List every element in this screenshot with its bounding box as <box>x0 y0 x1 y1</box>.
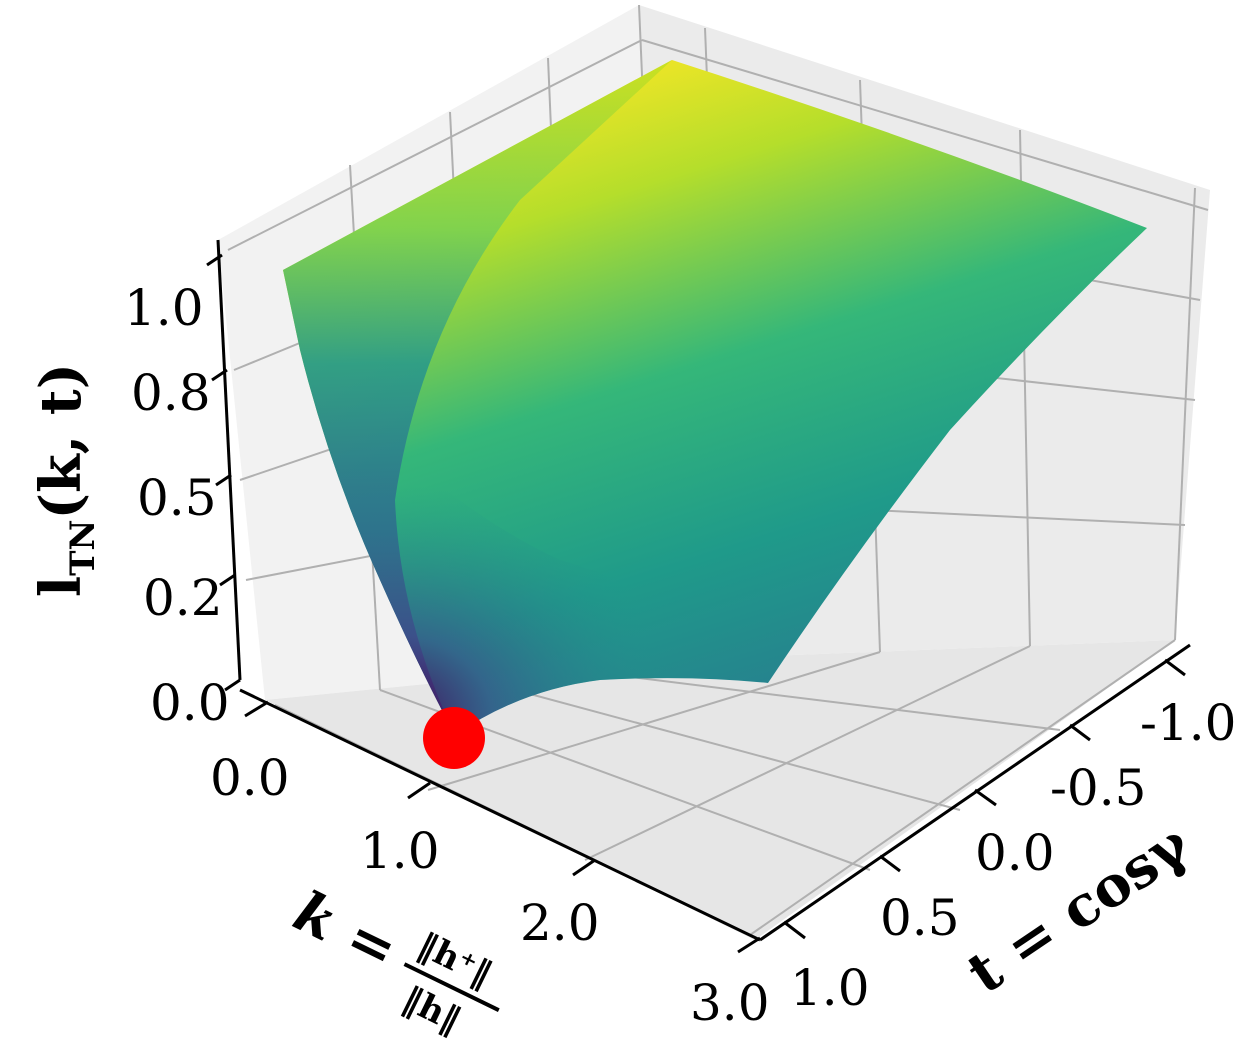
x-axis-line <box>239 688 761 942</box>
z-tick-2: 0.5 <box>137 469 217 527</box>
y-tick-0: -1.0 <box>1140 694 1236 752</box>
surface-valley <box>300 350 768 735</box>
z-tick-labels: 0.0 0.2 0.5 0.8 1.0 <box>124 279 230 732</box>
x-axis-label: k = ‖h⁺‖ ‖h‖ <box>284 878 500 1040</box>
minimum-marker <box>423 707 485 769</box>
y-tick-2: 0.0 <box>975 824 1055 882</box>
x-label-fraction-bar <box>403 962 500 1012</box>
z-tick-0: 0.0 <box>150 674 230 732</box>
z-axis-label: lTN(k, t) <box>28 363 103 597</box>
x-label-lhs: k = <box>284 878 408 983</box>
surface <box>283 60 1147 735</box>
y-tick-1: -0.5 <box>1050 759 1146 817</box>
x-tick-0: 0.0 <box>210 749 290 807</box>
z-tick-1: 0.2 <box>143 569 223 627</box>
x-tick-1: 1.0 <box>360 822 440 880</box>
tick-marks <box>206 253 1186 954</box>
y-tick-4: 1.0 <box>790 959 870 1017</box>
axis-lines <box>216 239 1191 942</box>
z-tick-3: 0.8 <box>131 364 211 422</box>
y-axis-line <box>759 643 1191 942</box>
z-tick-4: 1.0 <box>124 279 204 337</box>
y-tick-3: 0.5 <box>880 889 960 947</box>
z-label-sub: TN <box>63 519 103 575</box>
y-tick-labels: -1.0 -0.5 0.0 0.5 1.0 <box>790 694 1236 1017</box>
z-label-args: (k, t) <box>28 363 94 520</box>
z-axis-line <box>216 239 242 681</box>
x-tick-2: 2.0 <box>520 894 600 952</box>
z-label-main: l <box>28 576 94 597</box>
svg-text:lTN(k, t): lTN(k, t) <box>28 363 103 597</box>
x-tick-3: 3.0 <box>690 974 770 1032</box>
x-tick-labels: 0.0 1.0 2.0 3.0 <box>210 749 770 1032</box>
floor-pane <box>265 640 1175 940</box>
